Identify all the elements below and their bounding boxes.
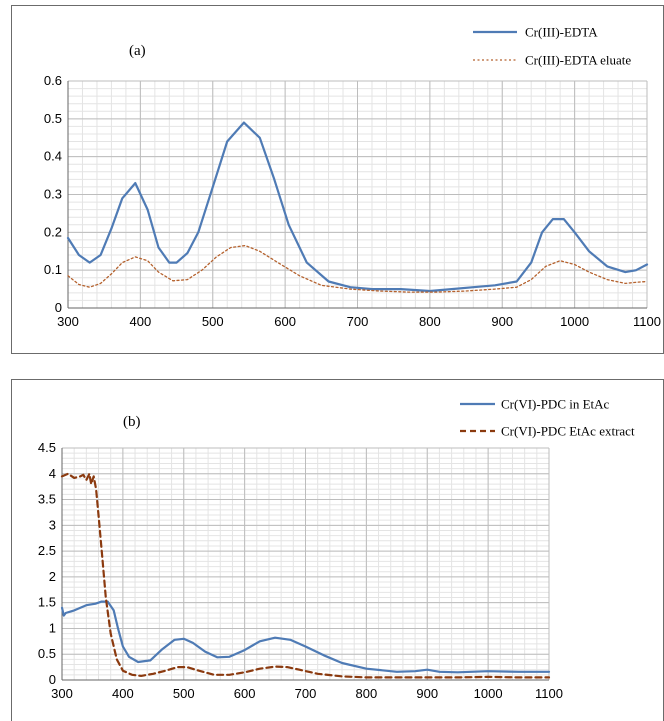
legend-label-2: Cr(VI)-PDC EtAc extract [501,424,635,439]
y-tick-label: 2 [49,569,56,584]
x-tick-label: 900 [491,314,513,329]
y-tick-label: 0.6 [44,73,62,88]
x-tick-label: 300 [51,686,73,701]
x-tick-label: 500 [173,686,195,701]
y-tick-label: 3 [49,517,56,532]
y-tick-label: 0.4 [44,149,62,164]
legend-label-1: Cr(VI)-PDC in EtAc [501,397,610,412]
panel-label: (b) [123,414,141,430]
x-tick-label: 800 [356,686,378,701]
x-tick-label: 900 [416,686,438,701]
y-tick-label: 3.5 [38,492,56,507]
x-tick-label: 1000 [474,686,503,701]
series-line-2 [60,472,551,679]
y-tick-label: 4 [49,466,56,481]
y-tick-label: 4.5 [38,440,56,455]
x-tick-label: 300 [57,314,79,329]
x-tick-label: 400 [130,314,152,329]
y-tick-label: 0.2 [44,224,62,239]
y-tick-label: 1.5 [38,595,56,610]
x-tick-label: 1000 [560,314,589,329]
x-tick-label: 700 [347,314,369,329]
x-tick-label: 500 [202,314,224,329]
chart-panel-b: 300 400 500 600 700 800 900 1000 1100 0 0.5 1 1.5 2 2.… [11,379,664,721]
panel-label: (a) [129,43,146,59]
y-tick-label: 0.1 [44,262,62,277]
x-tick-label: 700 [295,686,317,701]
legend-label-2: Cr(III)-EDTA eluate [525,53,631,68]
y-tick-label: 0.3 [44,187,62,202]
x-tick-label: 1100 [633,314,661,329]
x-tick-label: 1100 [535,686,563,701]
chart-b-svg: 300 400 500 600 700 800 900 1000 1100 0 0.5 1 1.5 2 2.… [38,397,635,702]
x-tick-label: 400 [112,686,134,701]
y-tick-label: 1 [49,620,56,635]
chart-a-svg: 300 400 500 600 700 800 900 1000 1100 0 0.1 0.2 0.3 0… [44,25,661,330]
y-tick-label: 0 [55,300,62,315]
series-line-1 [66,121,649,293]
x-tick-label: 800 [419,314,441,329]
y-tick-label: 0 [49,672,56,687]
x-tick-label: 600 [234,686,256,701]
chart-panel-a: 300 400 500 600 700 800 900 1000 1100 0 0.1 0.2 0.3 0… [11,5,664,354]
series-line-2 [67,244,648,293]
y-tick-label: 0.5 [38,646,56,661]
y-tick-label: 2.5 [38,543,56,558]
y-tick-label: 0.5 [44,111,62,126]
legend-label-1: Cr(III)-EDTA [525,25,598,40]
x-tick-label: 600 [274,314,296,329]
series-line-1 [60,600,551,674]
